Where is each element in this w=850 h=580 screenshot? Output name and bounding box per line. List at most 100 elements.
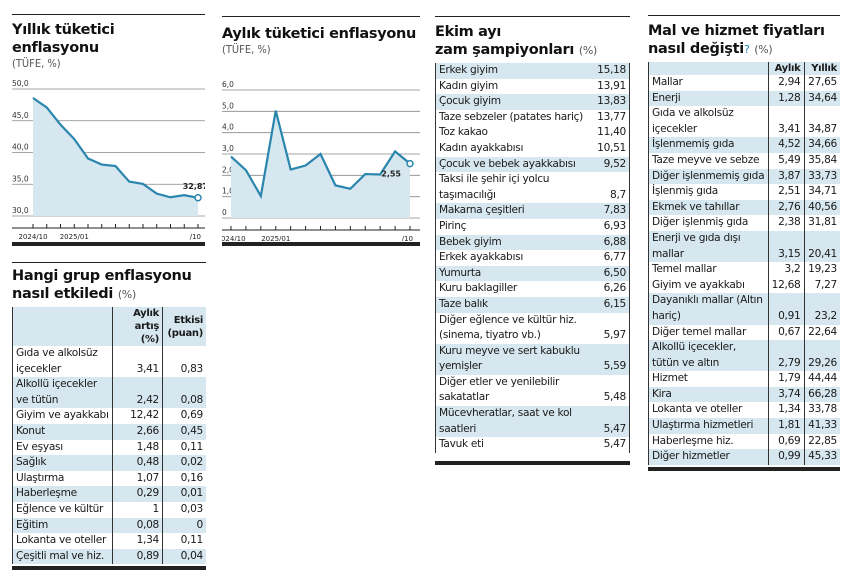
- table-cell: Erkek ayakkabısı: [439, 251, 523, 264]
- table-cell: Ulaştırma hizmetleri: [648, 418, 769, 434]
- table-cell: 1,81: [767, 418, 804, 434]
- table-cell: 0,04: [162, 548, 206, 565]
- table-cell: 1,79: [767, 371, 804, 387]
- table-cell: 3,41: [767, 106, 804, 138]
- x-tick-label: /10: [190, 233, 201, 241]
- table-row: Kira 3,74 66,28: [648, 386, 840, 403]
- table-cell: 2,94: [767, 75, 804, 91]
- table-cell: Erkek giyim: [435, 63, 595, 79]
- table-cell: Alkollü içecekler, tütün ve altın: [648, 340, 769, 372]
- table-row: Lokanta ve oteller 1,34 33,78: [649, 402, 840, 419]
- table-cell: 34,71: [803, 184, 840, 200]
- table-cell: 0,48: [112, 455, 163, 471]
- table-cell: Yumurta: [435, 265, 595, 282]
- table-cell: 5,49: [767, 152, 804, 169]
- table-row: Taksi ile şehir içi yolcu taşımacılığı 8,…: [436, 172, 630, 203]
- unit: (%): [578, 44, 597, 57]
- y-tick-label: 50,0: [12, 79, 29, 88]
- y-tick-label: 1,0: [222, 187, 234, 196]
- data-point: [194, 194, 202, 202]
- table-cell: 2,79: [767, 340, 804, 372]
- y-tick-label: 4,0: [222, 123, 234, 132]
- table-row: Kadın giyim 13,91: [436, 79, 630, 95]
- table-cell: 0,69: [162, 408, 206, 424]
- table-cell: 1,48: [112, 439, 163, 456]
- table-cell: 0,16: [162, 470, 206, 487]
- table-row: Gıda ve alkolsüz içecekler 3,41 0,83: [13, 346, 206, 378]
- table-cell: 0: [162, 517, 206, 534]
- table-cell: 35,84: [803, 152, 840, 169]
- chart-title: Yıllık tüketici enflasyonu: [12, 22, 115, 56]
- table-cell: 13,83: [594, 94, 630, 110]
- price-champions-panel: Ekim ayı zam şampiyonları (%) Erkek giyi…: [435, 16, 630, 465]
- table-row: Kuru baklagiller 6,26: [436, 281, 630, 297]
- table-cell: Eğlence ve kültür: [16, 502, 104, 515]
- table-cell: 6,26: [603, 282, 627, 295]
- y-tick-label: 2,0: [222, 165, 234, 174]
- table-cell: Lokanta ve oteller: [16, 534, 107, 547]
- table-cell: 6,88: [594, 234, 630, 251]
- table-cell: 34,66: [803, 137, 840, 153]
- table-cell: Kira: [648, 386, 769, 403]
- table-cell: 3,2: [767, 262, 804, 278]
- table-title: zam şampiyonları: [435, 42, 575, 58]
- y-tick-label: 5,0: [222, 101, 234, 110]
- table-cell: Kuru baklagiller: [439, 282, 517, 295]
- table-cell: Lokanta ve oteller: [652, 403, 743, 416]
- table-cell: Haberleşme hiz.: [652, 434, 734, 447]
- x-tick-label: 2025/01: [261, 235, 290, 241]
- group-impact-panel: Hangi grup enflasyonu nasıl etkiledi (%)…: [12, 262, 206, 571]
- table-cell: 34,64: [803, 90, 840, 107]
- table-cell: Tavuk eti: [439, 438, 484, 451]
- table-cell: 0,11: [162, 533, 206, 549]
- x-tick-label: 2024/10: [222, 235, 246, 241]
- table-cell: Diğer işlenmemiş gıda: [648, 168, 769, 185]
- table-cell: 3,87: [767, 168, 804, 185]
- col-header: Etkisi (puan): [162, 307, 206, 346]
- table-cell: 20,41: [803, 230, 840, 263]
- table-row: Makarna çeşitleri 7,83: [435, 203, 630, 219]
- table-cell: 23,2: [803, 293, 840, 325]
- table-row: Taze sebzeler (patates hariç) 13,77: [436, 110, 630, 126]
- table-cell: 5,48: [603, 391, 627, 404]
- table-cell: Dayanıklı mallar (Altın hariç): [648, 293, 769, 325]
- yearly-inflation-panel: Yıllık tüketici enflasyonu (TÜFE, %) 30,…: [12, 14, 205, 246]
- table-cell: 0,03: [162, 501, 206, 518]
- table-title: Hangi grup enflasyonu nasıl etkiledi: [12, 268, 192, 302]
- table-cell: 27,65: [803, 75, 840, 91]
- table-cell: 6,93: [603, 219, 627, 232]
- table-cell: 2,51: [767, 184, 804, 200]
- table-cell: 19,23: [803, 262, 840, 278]
- table-cell: 31,81: [803, 215, 840, 231]
- y-tick-label: 3,0: [222, 144, 234, 153]
- table-cell: 0,45: [162, 423, 206, 440]
- y-tick-label: 45,0: [12, 111, 29, 120]
- table-cell: 13,91: [597, 79, 626, 92]
- table-cell: 9,52: [594, 156, 630, 173]
- table-cell: Gıda ve alkolsüz içecekler: [16, 347, 98, 375]
- table-row: Dayanıklı mallar (Altın hariç) 0,91 23,2: [648, 293, 840, 325]
- table-cell: Konut: [12, 423, 113, 440]
- yearly-inflation-chart: 30,0 35,0 40,0 45,0 50,0 32,87 2024/10 2025/01 /…: [12, 79, 205, 241]
- table-cell: Taze sebzeler (patates hariç): [439, 110, 583, 123]
- table-cell: 3,74: [767, 386, 804, 403]
- table-row: Çeşitli mal ve hiz. 0,89 0,04: [12, 548, 206, 565]
- price-champions-table: Erkek giyim 15,18 Kadın giyim 13,91 Çocuk gi…: [435, 63, 630, 453]
- table-row: Diğer etler ve yenilebilir sakatatlar 5,4…: [436, 375, 630, 406]
- table-cell: 13,77: [597, 110, 626, 123]
- table-cell: Alkollü içecekler ve tütün: [12, 377, 113, 409]
- table-row: Diğer temel mallar 0,67 22,64: [649, 324, 840, 341]
- table-row: Eğitim 0,08 0: [12, 517, 206, 534]
- table-row: Mücevheratlar, saat ve kol saatleri 5,47: [435, 406, 630, 438]
- table-cell: Kadın giyim: [439, 79, 498, 92]
- table-row: Giyim ve ayakkabı 12,42 0,69: [13, 408, 206, 424]
- table-row: Bebek giyim 6,88: [435, 234, 630, 251]
- divider: [435, 460, 630, 465]
- table-row: Pirinç 6,93: [436, 219, 630, 235]
- x-tick-label: /10: [402, 235, 413, 241]
- table-cell: 0,08: [112, 517, 163, 534]
- table-cell: İşlenmiş gıda: [652, 185, 718, 198]
- table-row: Haberleşme 0,29 0,01: [12, 486, 206, 502]
- table-cell: Diğer hizmetler: [648, 449, 769, 465]
- table-row: Diğer eğlence ve kültür hiz. (sinema, ti…: [436, 313, 630, 344]
